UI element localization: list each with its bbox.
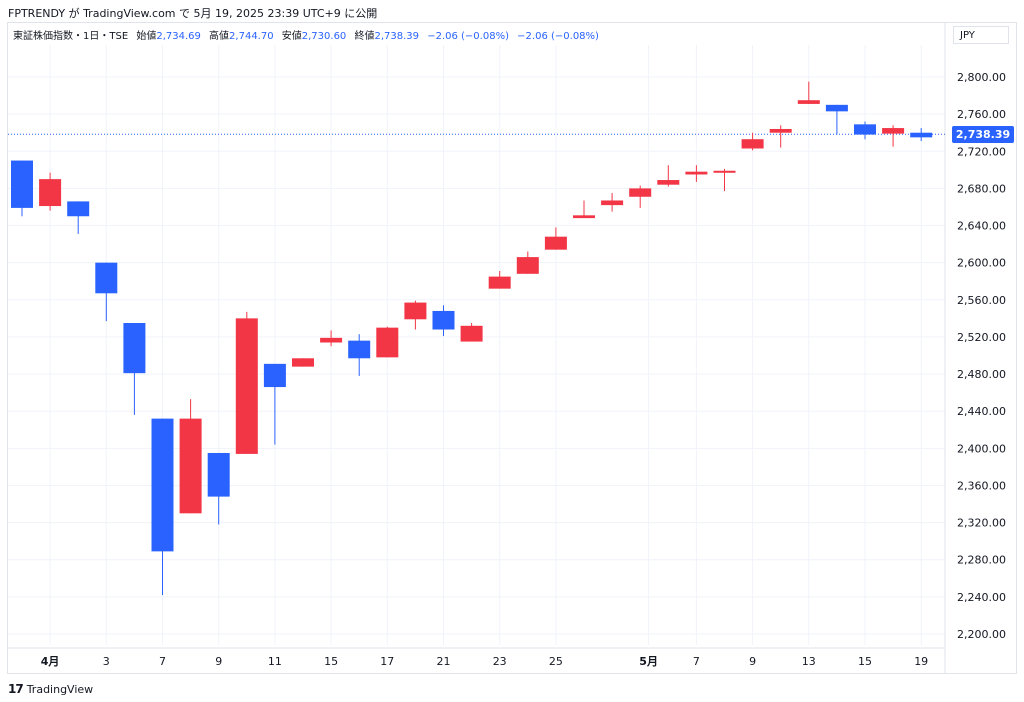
candle-body <box>376 327 399 358</box>
x-tick-label: 25 <box>549 655 563 668</box>
ohlc-legend: 東証株価指数・1日・TSE 始値2,734.69 高値2,744.70 安値2,… <box>13 27 599 42</box>
change-value: −2.06 (−0.08%) <box>427 31 509 42</box>
open-value: 2,734.69 <box>156 31 201 42</box>
y-tick-label: 2,440.00 <box>957 405 1006 418</box>
y-tick-label: 2,680.00 <box>957 182 1006 195</box>
x-tick-label: 5月 <box>639 655 658 668</box>
x-tick-label: 19 <box>914 655 928 668</box>
x-tick-label: 15 <box>324 655 338 668</box>
candle-body <box>151 418 174 552</box>
y-tick-label: 2,200.00 <box>957 628 1006 641</box>
candle-body <box>432 310 455 330</box>
candle-body <box>123 323 146 374</box>
x-tick-label: 11 <box>268 655 282 668</box>
x-tick-label: 9 <box>749 655 756 668</box>
y-tick-label: 2,400.00 <box>957 442 1006 455</box>
x-tick-label: 3 <box>103 655 110 668</box>
open-label: 始値 <box>136 31 157 42</box>
candle-body <box>910 132 933 138</box>
low-value: 2,730.60 <box>301 31 347 42</box>
y-tick-label: 2,640.00 <box>957 220 1006 233</box>
close-label: 終値 <box>354 31 375 42</box>
last-price-label: 2,738.39 <box>952 125 1014 143</box>
candle-body <box>544 236 567 250</box>
x-tick-label: 17 <box>380 655 394 668</box>
close-value: 2,738.39 <box>374 31 420 42</box>
candle-body <box>797 100 820 104</box>
x-tick-label: 9 <box>215 655 222 668</box>
candle-body <box>179 418 202 514</box>
candle-body <box>629 188 652 197</box>
symbol-label[interactable]: 東証株価指数・1日・TSE <box>13 31 129 42</box>
candle-body <box>404 302 427 320</box>
x-tick-label: 23 <box>493 655 507 668</box>
candle-body <box>235 318 258 454</box>
candle-body <box>11 160 33 208</box>
y-tick-label: 2,800.00 <box>957 71 1006 84</box>
y-tick-label: 2,240.00 <box>957 591 1006 604</box>
candle-body <box>825 104 848 112</box>
candle-body <box>348 340 371 359</box>
high-label: 高値 <box>209 31 230 42</box>
y-tick-label: 2,600.00 <box>957 257 1006 270</box>
candle-body <box>39 179 62 207</box>
candle-body <box>292 358 314 367</box>
candle-body <box>516 257 539 274</box>
x-tick-label: 4月 <box>41 655 60 668</box>
chart-frame <box>7 22 1017 674</box>
y-tick-label: 2,720.00 <box>957 145 1006 158</box>
change-percent: −2.06 (−0.08%) <box>517 31 599 42</box>
high-value: 2,744.70 <box>229 31 274 42</box>
candle-body <box>854 124 876 135</box>
candle-body <box>263 363 286 388</box>
candle-body <box>573 215 595 219</box>
low-label: 安値 <box>281 31 302 42</box>
candle-body <box>685 171 708 175</box>
publish-caption: FPTRENDY が TradingView.com で 5月 19, 2025… <box>8 7 378 20</box>
candle-body <box>207 452 230 497</box>
y-tick-label: 2,360.00 <box>957 479 1006 492</box>
candle-body <box>741 139 764 149</box>
y-tick-label: 2,280.00 <box>957 554 1006 567</box>
candle-body <box>713 170 736 173</box>
x-tick-label: 7 <box>693 655 700 668</box>
x-tick-label: 21 <box>437 655 451 668</box>
x-tick-label: 15 <box>858 655 872 668</box>
candle-body <box>67 201 90 217</box>
candle-body <box>601 200 624 206</box>
x-tick-label: 13 <box>802 655 816 668</box>
branding-text: TradingView <box>26 682 94 696</box>
candle-body <box>769 128 792 133</box>
candle-body <box>320 337 343 343</box>
candle-body <box>657 180 680 185</box>
y-tick-label: 2,760.00 <box>957 108 1006 121</box>
tradingview-logo-icon: 17 <box>8 682 24 696</box>
y-tick-label: 2,520.00 <box>957 331 1006 344</box>
y-tick-label: 2,320.00 <box>957 517 1006 530</box>
y-tick-label: 2,560.00 <box>957 294 1006 307</box>
tradingview-logo[interactable]: 17 TradingView <box>8 682 93 696</box>
candle-body <box>95 262 118 294</box>
candle-body <box>882 128 905 134</box>
x-tick-label: 7 <box>159 655 166 668</box>
currency-selector[interactable]: JPY <box>953 26 1009 44</box>
candle-body <box>488 276 511 289</box>
candle-body <box>460 325 483 342</box>
y-tick-label: 2,480.00 <box>957 368 1006 381</box>
